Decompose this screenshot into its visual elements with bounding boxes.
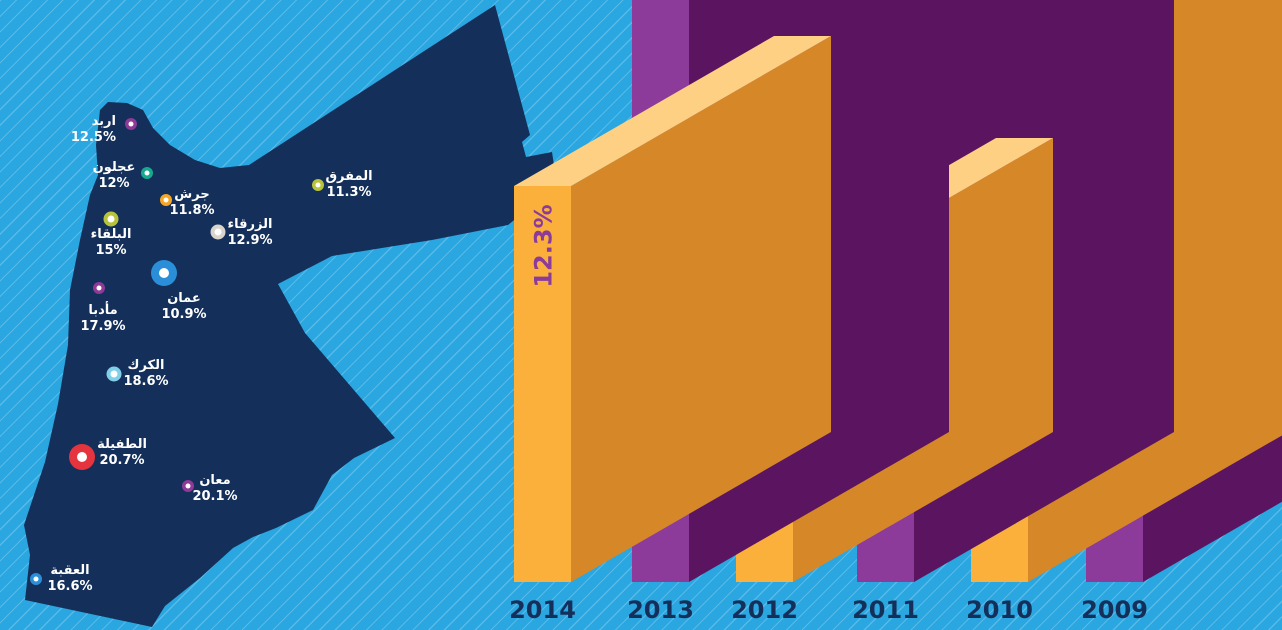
city-dot-center: [159, 268, 169, 278]
city-name: عجلون: [93, 160, 136, 175]
city-name: البلقاء: [91, 227, 132, 242]
bar-chart: 12.9%12.5%12.9%12.2%12.6%12.3%2014201320…: [509, 0, 1282, 624]
city-dot-center: [110, 370, 118, 378]
city-percentage: 20.1%: [192, 489, 237, 504]
city-name: الكرك: [128, 358, 165, 373]
city-dot-center: [163, 197, 169, 203]
city-dot-center: [96, 285, 102, 291]
map-cities: اربد12.5%عجلون12%جرش11.8%المفرق11.3%البل…: [30, 114, 373, 594]
city-percentage: 18.6%: [123, 374, 168, 389]
city-dot-center: [33, 576, 39, 582]
bar-top: [514, 36, 831, 186]
city-name: العقبة: [50, 563, 89, 578]
city-dot-center: [107, 215, 115, 223]
city-percentage: 11.3%: [326, 185, 371, 200]
city-percentage: 17.9%: [80, 319, 125, 334]
bar-value-label: 12.3%: [530, 204, 558, 287]
city-percentage: 15%: [95, 243, 126, 258]
year-label: 2013: [627, 596, 694, 624]
city-name: اربد: [92, 114, 116, 129]
bar-side: [571, 36, 831, 582]
city-percentage: 11.8%: [169, 203, 214, 218]
city-dot-center: [315, 182, 321, 188]
city-name: عمان: [167, 291, 201, 306]
bar: 12.3%: [514, 36, 831, 582]
city-name: الطفيلة: [97, 437, 147, 452]
city-dot-center: [185, 483, 191, 489]
city-percentage: 12.5%: [71, 130, 116, 145]
city-name: الزرقاء: [228, 217, 273, 232]
year-label: 2014: [509, 596, 576, 624]
city-dot-center: [77, 452, 87, 462]
year-label: 2011: [852, 596, 919, 624]
city-dot-center: [128, 121, 134, 127]
year-label: 2009: [1081, 596, 1148, 624]
city-percentage: 16.6%: [47, 579, 92, 594]
city-name: مأدبا: [88, 301, 117, 318]
city-percentage: 10.9%: [161, 307, 206, 322]
city-dot-center: [144, 170, 150, 176]
city-name: المفرق: [325, 169, 372, 184]
bar-front: [514, 186, 571, 582]
city-percentage: 12.9%: [227, 233, 272, 248]
city-percentage: 12%: [98, 176, 129, 191]
city-percentage: 20.7%: [99, 453, 144, 468]
jordan-map: [24, 5, 557, 627]
year-label: 2012: [731, 596, 798, 624]
year-label: 2010: [966, 596, 1033, 624]
city-name: معان: [199, 473, 230, 488]
city-dot-center: [214, 228, 222, 236]
city-name: جرش: [174, 187, 209, 202]
